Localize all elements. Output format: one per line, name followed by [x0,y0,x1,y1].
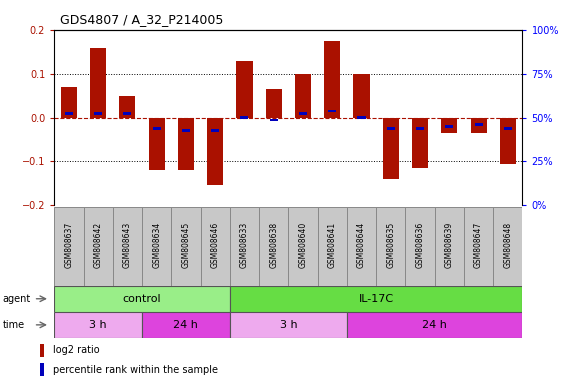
Bar [230,286,522,312]
Bar [324,41,340,118]
Bar [471,118,486,133]
Text: GSM808633: GSM808633 [240,222,249,268]
Bar [445,125,453,128]
Bar [416,127,424,130]
Bar [266,89,282,118]
Text: 24 h: 24 h [422,320,447,330]
Bar [230,207,259,286]
Bar [383,118,399,179]
Bar [288,207,317,286]
Bar [230,312,347,338]
Text: GSM808644: GSM808644 [357,222,366,268]
Bar [123,112,131,115]
Text: GSM808637: GSM808637 [65,222,74,268]
Text: GSM808635: GSM808635 [386,222,395,268]
Bar [54,286,230,312]
Bar [500,118,516,164]
Bar [347,207,376,286]
Text: GSM808641: GSM808641 [328,222,337,268]
Text: time: time [3,320,25,330]
Bar [317,207,347,286]
Text: GSM808639: GSM808639 [445,222,454,268]
Bar [299,112,307,115]
Text: log2 ratio: log2 ratio [53,345,99,355]
Text: GSM808636: GSM808636 [416,222,425,268]
Bar [40,344,44,357]
Bar [152,127,160,130]
Bar [182,129,190,132]
Text: percentile rank within the sample: percentile rank within the sample [53,365,218,375]
Text: GSM808645: GSM808645 [182,222,191,268]
Text: 24 h: 24 h [174,320,198,330]
Text: 3 h: 3 h [280,320,297,330]
Text: GSM808648: GSM808648 [503,222,512,268]
Bar [54,312,142,338]
Text: GSM808640: GSM808640 [299,222,308,268]
Bar [236,61,252,118]
Text: GSM808643: GSM808643 [123,222,132,268]
Bar [142,312,230,338]
Text: GSM808647: GSM808647 [474,222,483,268]
Bar [90,48,106,118]
Bar [441,118,457,133]
Bar [405,207,435,286]
Bar [142,207,171,286]
Bar [493,207,522,286]
Text: GSM808642: GSM808642 [94,222,103,268]
Text: GSM808646: GSM808646 [211,222,220,268]
Bar [435,207,464,286]
Text: GDS4807 / A_32_P214005: GDS4807 / A_32_P214005 [60,13,223,26]
Bar [504,127,512,130]
Bar [119,96,135,118]
Bar [200,207,230,286]
Bar [65,112,73,115]
Text: GSM808638: GSM808638 [269,222,278,268]
Bar [54,207,83,286]
Bar [40,363,44,376]
Bar [412,118,428,168]
Text: agent: agent [3,294,31,304]
Text: control: control [123,294,162,304]
Bar [83,207,112,286]
Bar [353,74,369,118]
Bar [171,207,200,286]
Bar [328,110,336,113]
Bar [464,207,493,286]
Bar [148,118,164,170]
Text: IL-17C: IL-17C [359,294,394,304]
Text: GSM808634: GSM808634 [152,222,161,268]
Bar [113,207,142,286]
Bar [387,127,395,130]
Bar [357,116,365,119]
Bar [94,112,102,115]
Bar [475,123,482,126]
Bar [347,312,522,338]
Bar [207,118,223,185]
Bar [270,119,278,121]
Bar [61,87,77,118]
Text: 3 h: 3 h [89,320,107,330]
Bar [211,129,219,132]
Bar [376,207,405,286]
Bar [259,207,288,286]
Bar [240,116,248,119]
Bar [295,74,311,118]
Bar [178,118,194,170]
